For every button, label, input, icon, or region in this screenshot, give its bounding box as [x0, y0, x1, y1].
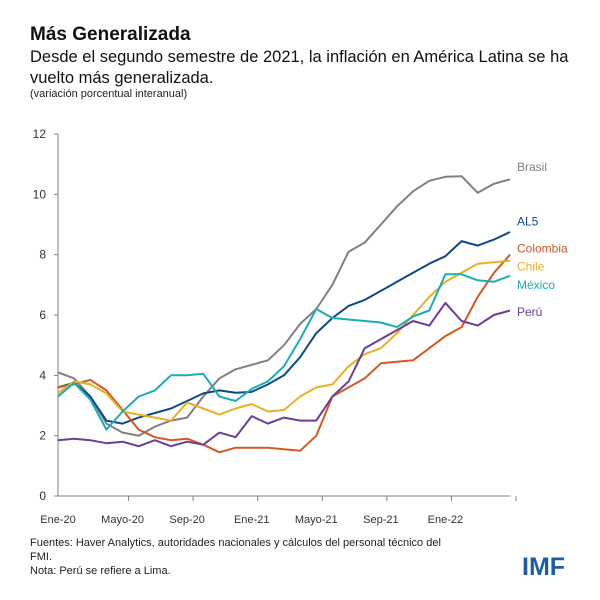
series-line-chile [57, 259, 511, 422]
x-tick-label: Mayo-21 [295, 514, 338, 526]
x-tick-label: Ene-20 [40, 514, 75, 526]
y-tick-label: 0 [39, 489, 46, 503]
chart-title: Más Generalizada [30, 24, 191, 45]
y-tick-label: 4 [39, 368, 46, 382]
series-label-méxico: México [517, 278, 555, 292]
x-tick-label: Ene-22 [428, 514, 463, 526]
y-tick-label: 2 [39, 429, 46, 443]
sources-text: Fuentes: Haver Analytics, autoridades na… [30, 537, 441, 563]
imf-logo: IMF [522, 553, 566, 581]
y-tick-label: 8 [39, 248, 46, 262]
series-line-al5 [57, 231, 511, 425]
x-tick-label: Ene-21 [234, 514, 269, 526]
series-line-perú [57, 301, 511, 448]
series-label-brasil: Brasil [517, 160, 547, 174]
x-tick-label: Sep-21 [363, 514, 398, 526]
y-tick-label: 6 [39, 308, 46, 322]
x-tick-label: Mayo-20 [101, 514, 144, 526]
line-chart: 0 2 4 6 8 10 12 Ene-20 Mayo-20 Sep-20 Ene-21 Mayo-2… [33, 127, 568, 526]
series-line-méxico [57, 273, 511, 431]
series-line-colombia [57, 254, 511, 454]
note-text: Nota: Perú se refiere a Lima. [30, 565, 171, 577]
series-line-brasil [57, 175, 511, 437]
series-label-chile: Chile [517, 260, 545, 274]
series-label-colombia: Colombia [517, 242, 568, 256]
series-label-perú: Perú [517, 305, 542, 319]
x-tick-label: Sep-20 [169, 514, 204, 526]
y-tick-label: 12 [33, 127, 47, 141]
footer-notes: Fuentes: Haver Analytics, autoridades na… [30, 536, 450, 578]
chart-subtitle: Desde el segundo semestre de 2021, la in… [30, 48, 569, 87]
units-note: (variación porcentual interanual) [30, 88, 188, 100]
y-tick-label: 10 [33, 187, 47, 201]
series-label-al5: AL5 [517, 214, 539, 228]
